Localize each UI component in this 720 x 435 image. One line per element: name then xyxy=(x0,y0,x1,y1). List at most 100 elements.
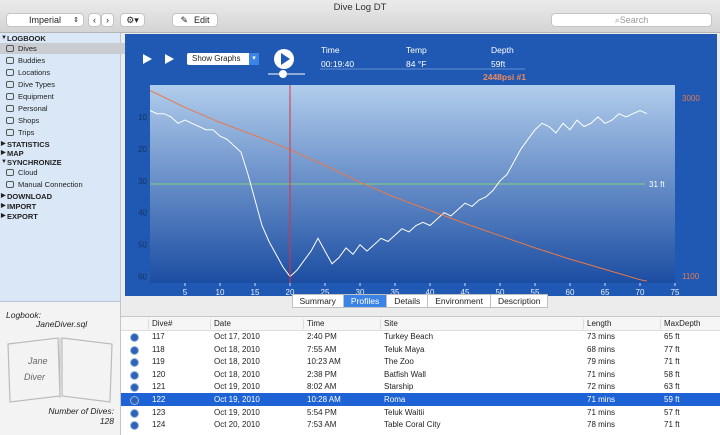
sidebar-item[interactable]: Manual Connection xyxy=(0,179,139,190)
tab[interactable]: Summary xyxy=(291,294,344,308)
table-cell: 2:40 PM xyxy=(307,332,337,341)
sidebar-item[interactable]: Cloud xyxy=(0,167,139,178)
play-icon xyxy=(281,53,290,65)
table-row[interactable]: 121 Oct 19, 2010 8:02 AM Starship 72 mins 63 … xyxy=(121,380,720,393)
search-field[interactable]: ⌕ Search xyxy=(551,13,712,27)
table-cell: 7:53 AM xyxy=(307,420,337,430)
sidebar-item[interactable]: Equipment xyxy=(0,91,139,102)
y-tick-label: 60 xyxy=(138,273,147,282)
sidebar-section[interactable]: LOGBOOK ▼ xyxy=(1,34,46,43)
dive-count-label: Number of Dives: xyxy=(48,406,114,416)
table-cell: 10:28 AM xyxy=(307,395,341,404)
back-button[interactable]: ‹ xyxy=(88,13,101,27)
dive-icon xyxy=(130,358,139,368)
column-header[interactable]: Time xyxy=(303,319,324,329)
dive-icon xyxy=(130,396,139,405)
table-row[interactable]: 123 Oct 19, 2010 5:54 PM Teluk Waitii 71 min… xyxy=(121,406,720,419)
disclosure: ▶ xyxy=(1,141,6,147)
sidebar-section[interactable]: IMPORT ▶ xyxy=(1,202,37,211)
sidebar-item[interactable]: Dive Types xyxy=(0,79,139,90)
table-row[interactable]: 117 Oct 17, 2010 2:40 PM Turkey Beach 73 min… xyxy=(121,330,720,343)
dive-count: 128 xyxy=(99,416,114,426)
table-cell: 73 mins xyxy=(587,332,616,341)
table-cell: Oct 18, 2010 xyxy=(214,369,260,379)
table-row[interactable]: 120 Oct 18, 2010 2:38 PM Batfish Wall 71 min… xyxy=(121,368,720,381)
column-header[interactable]: Date xyxy=(210,319,231,329)
table-cell: 123 xyxy=(152,407,166,417)
sidebar-item[interactable]: Shops xyxy=(0,115,139,126)
table-cell: 124 xyxy=(152,420,166,430)
column-header[interactable]: MaxDepth xyxy=(660,319,700,329)
edit-button[interactable]: ✎ Edit xyxy=(172,13,218,27)
table-row[interactable]: 118 Oct 18, 2010 7:55 AM Teluk Maya 68 mins 7… xyxy=(121,343,720,356)
sidebar-section[interactable]: SYNCHRONIZE ▼ xyxy=(1,158,62,167)
item-icon xyxy=(6,181,14,188)
item-label: Shops xyxy=(18,116,40,125)
table-cell: 120 xyxy=(152,369,166,379)
sidebar-item[interactable]: Trips xyxy=(0,127,139,138)
dive-table: Dive# Date Time Site Length MaxDepth 117 Oct 17… xyxy=(121,316,720,435)
sidebar-item[interactable]: Buddies xyxy=(0,55,139,66)
sidebar-section[interactable]: MAP ▶ xyxy=(1,149,24,158)
forward-button[interactable]: › xyxy=(101,13,114,27)
table-row[interactable]: 124 Oct 20, 2010 7:53 AM Table Coral City 78… xyxy=(121,418,720,431)
tab[interactable]: Environment xyxy=(427,294,491,308)
y-tick-label: 20 xyxy=(138,145,147,154)
table-cell: Oct 19, 2010 xyxy=(214,407,260,417)
sidebar-item[interactable]: Personal xyxy=(0,103,139,114)
scrubber-knob[interactable] xyxy=(279,70,287,78)
x-tick-label: 65 xyxy=(601,288,610,296)
dive-icon xyxy=(130,383,139,393)
item-label: Cloud xyxy=(18,168,38,177)
logbook-file: JaneDiver.sql xyxy=(36,319,88,329)
table-cell: Table Coral City xyxy=(384,420,441,430)
column-header[interactable]: Site xyxy=(380,319,398,329)
readout-value: 84 °F xyxy=(406,59,427,69)
y-tick-label: 30 xyxy=(138,177,147,186)
y-tick-label: 40 xyxy=(138,209,147,218)
sidebar-item[interactable]: Dives xyxy=(0,43,139,54)
tab[interactable]: Profiles xyxy=(342,294,388,308)
sidebar-section[interactable]: STATISTICS ▶ xyxy=(1,140,50,149)
table-cell: 65 ft xyxy=(664,332,680,341)
sidebar: LOGBOOK ▼ Dives Buddies Locations Dive Types E… xyxy=(0,33,139,301)
column-header[interactable]: Dive# xyxy=(148,319,172,329)
table-row[interactable]: 122 Oct 19, 2010 10:28 AM Roma 71 mins 59 ft xyxy=(121,393,720,406)
x-tick-label: 5 xyxy=(183,288,188,296)
sidebar-item[interactable]: Locations xyxy=(0,67,139,78)
tab[interactable]: Description xyxy=(489,294,549,308)
graph-mode-popup[interactable]: Show Graphs ▾ xyxy=(187,53,259,65)
table-cell: Oct 18, 2010 xyxy=(214,357,260,367)
disclosure: ▶ xyxy=(1,213,6,219)
title-bar: Dive Log DT Imperial ⇕ ‹ › ⚙▾ ✎ Edit ⌕ Sea… xyxy=(0,0,720,33)
table-cell: 79 mins xyxy=(587,357,616,367)
item-icon xyxy=(6,81,14,88)
x-tick-label: 45 xyxy=(461,288,470,296)
item-icon xyxy=(6,45,14,52)
disclosure: ▼ xyxy=(1,159,7,165)
x-tick-label: 30 xyxy=(356,288,365,296)
book-icon: Jane Diver xyxy=(7,337,113,403)
table-cell: 71 ft xyxy=(664,357,680,367)
dive-icon xyxy=(130,408,139,418)
units-popup[interactable]: Imperial ⇕ xyxy=(6,13,84,27)
table-cell: 77 ft xyxy=(664,344,680,354)
readout-value: 00:19:40 xyxy=(321,59,355,69)
settings-button[interactable]: ⚙▾ xyxy=(120,13,145,27)
readout-label: Depth xyxy=(491,45,514,55)
dive-icon xyxy=(130,370,139,380)
table-cell: 78 mins xyxy=(587,420,616,430)
sidebar-section[interactable]: EXPORT ▶ xyxy=(1,212,38,221)
sidebar-section[interactable]: DOWNLOAD ▶ xyxy=(1,192,52,201)
table-row[interactable]: 119 Oct 18, 2010 10:23 AM The Zoo 79 mins 71 … xyxy=(121,355,720,368)
y2-tick-label: 1100 xyxy=(682,272,700,281)
readout-value: 59ft xyxy=(491,59,506,69)
table-cell: 5:54 PM xyxy=(307,407,337,417)
step-arrows[interactable] xyxy=(143,54,174,64)
x-tick-label: 70 xyxy=(636,288,645,296)
disclosure: ▶ xyxy=(1,150,6,156)
column-header[interactable]: Length xyxy=(583,319,611,329)
series-line xyxy=(149,90,648,282)
table-cell: 57 ft xyxy=(664,407,680,417)
tab[interactable]: Details xyxy=(386,294,429,308)
